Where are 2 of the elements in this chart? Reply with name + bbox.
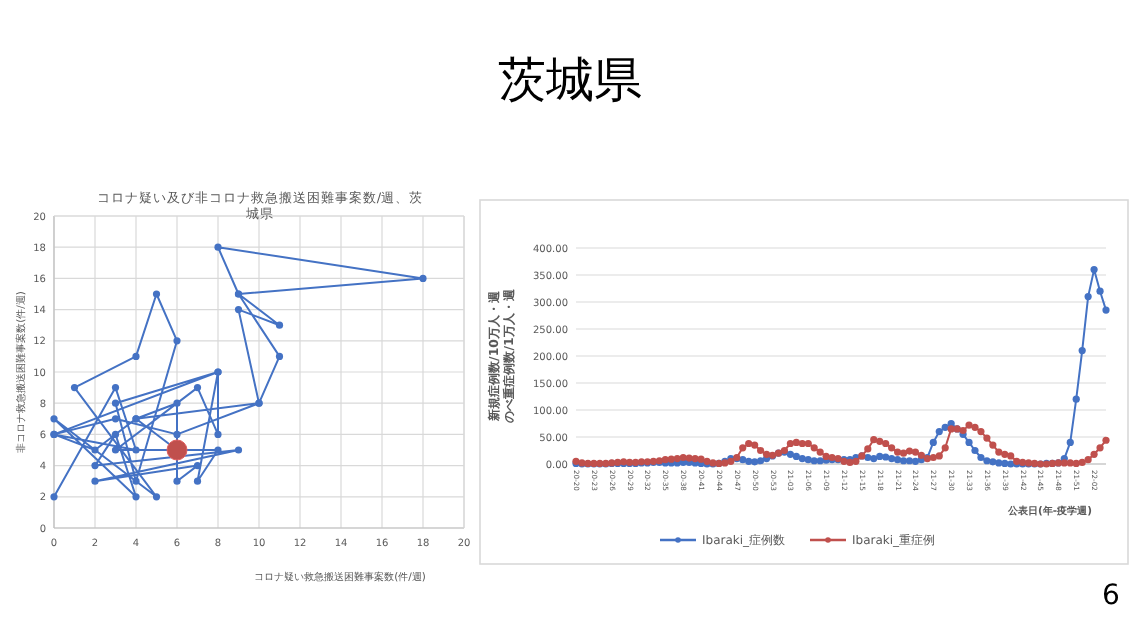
text: 茨城県 xyxy=(498,52,642,108)
text: 6 xyxy=(1102,580,1120,612)
